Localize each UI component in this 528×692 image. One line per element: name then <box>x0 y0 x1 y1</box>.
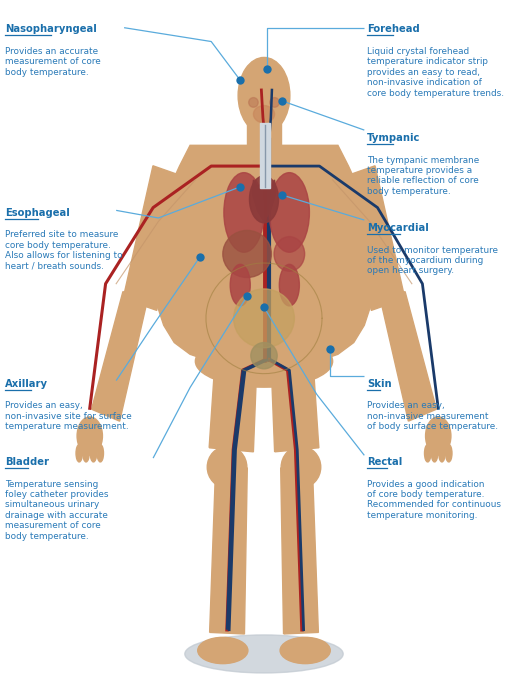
Ellipse shape <box>425 445 431 462</box>
Text: Forehead: Forehead <box>367 24 420 34</box>
FancyBboxPatch shape <box>260 123 270 188</box>
Ellipse shape <box>230 264 250 306</box>
Text: Skin: Skin <box>367 379 392 388</box>
PathPatch shape <box>91 291 147 421</box>
Text: Used to monitor temperature
of the myocardium during
open heart surgery.: Used to monitor temperature of the myoca… <box>367 246 498 275</box>
Ellipse shape <box>238 57 290 134</box>
Text: Axillary: Axillary <box>5 379 48 388</box>
Ellipse shape <box>224 173 264 253</box>
Text: Provides an easy,
non-invasive site for surface
temperature measurement.: Provides an easy, non-invasive site for … <box>5 401 132 431</box>
Ellipse shape <box>185 635 343 673</box>
Ellipse shape <box>90 445 97 462</box>
Ellipse shape <box>77 417 102 455</box>
Text: Nasopharyngeal: Nasopharyngeal <box>5 24 97 34</box>
Ellipse shape <box>249 98 258 107</box>
Ellipse shape <box>233 289 295 348</box>
Ellipse shape <box>269 173 309 253</box>
PathPatch shape <box>209 296 259 452</box>
Text: Bladder: Bladder <box>5 457 49 466</box>
Ellipse shape <box>223 230 271 277</box>
Text: Liquid crystal forehead
temperature indicator strip
provides an easy to read,
no: Liquid crystal forehead temperature indi… <box>367 47 504 98</box>
Ellipse shape <box>279 264 299 306</box>
PathPatch shape <box>381 291 437 421</box>
Text: Provides an easy,
non-invasive measurement
of body surface temperature.: Provides an easy, non-invasive measureme… <box>367 401 498 431</box>
Ellipse shape <box>197 637 248 664</box>
PathPatch shape <box>346 166 405 311</box>
Text: Tympanic: Tympanic <box>367 133 420 143</box>
Ellipse shape <box>270 98 279 107</box>
Ellipse shape <box>76 445 82 462</box>
Text: Myocardial: Myocardial <box>367 223 429 233</box>
PathPatch shape <box>123 166 182 311</box>
Ellipse shape <box>195 336 333 388</box>
Ellipse shape <box>426 417 451 455</box>
Ellipse shape <box>446 445 452 462</box>
Ellipse shape <box>253 106 275 123</box>
Text: Provides an accurate
measurement of core
body temperature.: Provides an accurate measurement of core… <box>5 47 101 77</box>
Ellipse shape <box>97 445 103 462</box>
Ellipse shape <box>83 445 89 462</box>
Ellipse shape <box>207 446 247 488</box>
Ellipse shape <box>251 343 277 369</box>
Text: The tympanic membrane
temperature provides a
reliable reflection of core
body te: The tympanic membrane temperature provid… <box>367 156 479 196</box>
FancyBboxPatch shape <box>247 98 281 147</box>
Text: Preferred site to measure
core body temperature.
Also allows for listening to
he: Preferred site to measure core body temp… <box>5 230 123 271</box>
Ellipse shape <box>281 446 321 488</box>
Text: Provides a good indication
of core body temperature.
Recommended for continuous
: Provides a good indication of core body … <box>367 480 501 520</box>
Text: Temperature sensing
foley catheter provides
simultaneous urinary
drainage with a: Temperature sensing foley catheter provi… <box>5 480 109 540</box>
Ellipse shape <box>249 176 279 223</box>
PathPatch shape <box>281 466 318 634</box>
PathPatch shape <box>269 296 319 452</box>
PathPatch shape <box>153 145 375 367</box>
Text: Rectal: Rectal <box>367 457 402 466</box>
PathPatch shape <box>210 466 247 634</box>
PathPatch shape <box>252 180 276 221</box>
Ellipse shape <box>274 237 305 271</box>
Ellipse shape <box>439 445 445 462</box>
Ellipse shape <box>280 637 331 664</box>
Ellipse shape <box>431 445 438 462</box>
Text: Esophageal: Esophageal <box>5 208 70 217</box>
